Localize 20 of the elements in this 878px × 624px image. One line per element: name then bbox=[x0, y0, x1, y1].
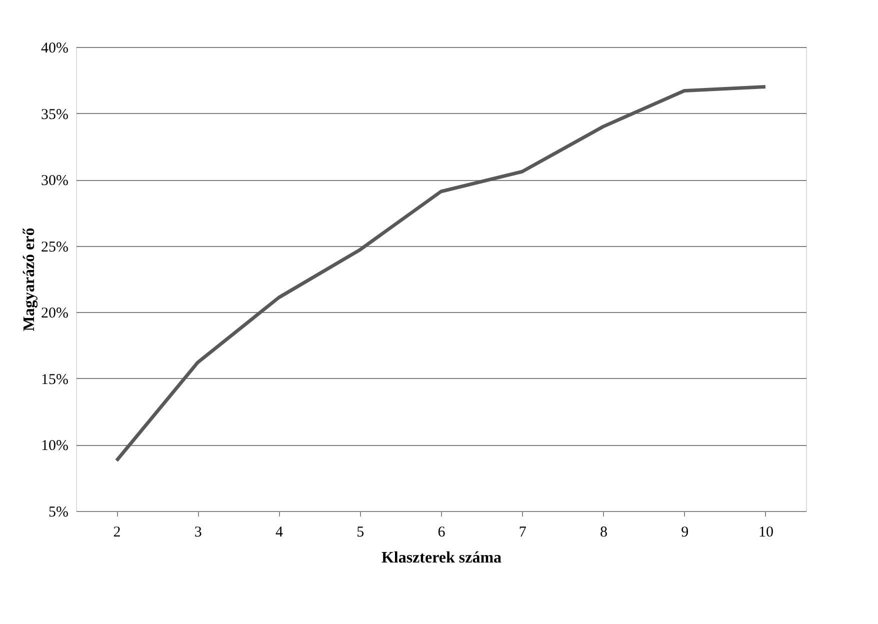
y-tick-label: 30% bbox=[41, 173, 68, 190]
x-tick-label: 4 bbox=[276, 524, 284, 540]
x-tick-label: 5 bbox=[356, 524, 364, 540]
y-axis-title: Magyarázó erő bbox=[21, 228, 38, 332]
y-tick-label: 35% bbox=[41, 106, 68, 123]
y-tick-label: 40% bbox=[41, 40, 68, 56]
x-tick-label: 8 bbox=[600, 524, 608, 540]
y-tick-label: 10% bbox=[41, 438, 68, 454]
x-tick-label: 6 bbox=[438, 524, 446, 540]
x-tick-label: 10 bbox=[758, 524, 774, 540]
y-tick-label: 25% bbox=[41, 239, 68, 256]
y-tick-label: 20% bbox=[41, 306, 68, 322]
x-tick-label: 7 bbox=[518, 524, 527, 540]
x-axis-title: Klaszterek száma bbox=[381, 550, 502, 566]
x-tick-label: 2 bbox=[113, 524, 121, 540]
x-tick-label: 3 bbox=[194, 524, 202, 540]
y-tick-label: 5% bbox=[48, 504, 68, 520]
x-tick-label: 9 bbox=[681, 524, 689, 540]
line-series bbox=[114, 85, 768, 462]
y-tick-label: 15% bbox=[41, 372, 68, 388]
